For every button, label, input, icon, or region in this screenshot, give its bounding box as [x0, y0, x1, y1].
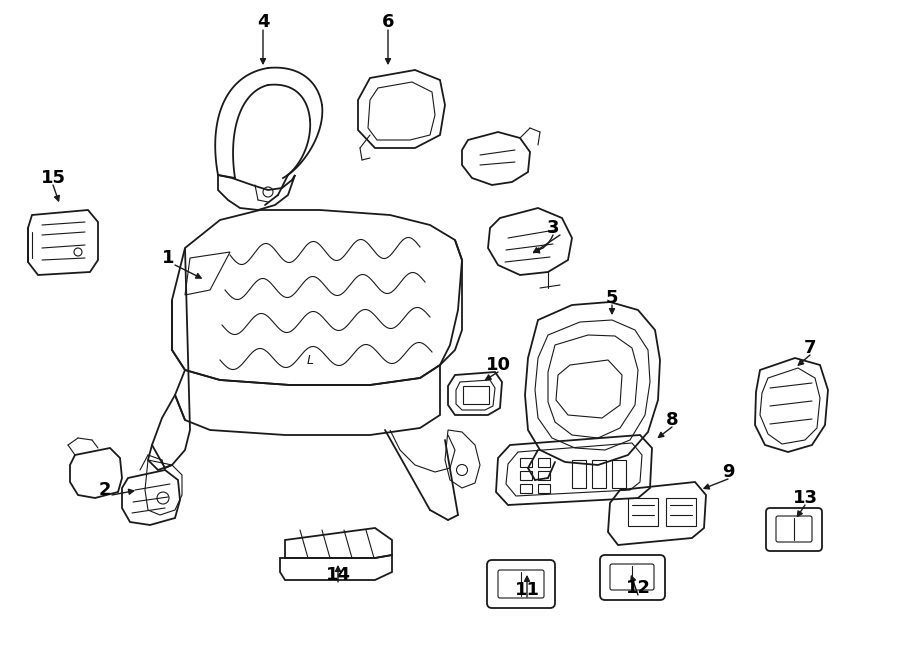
- Text: 14: 14: [326, 566, 350, 584]
- Bar: [538, 471, 550, 480]
- Text: 9: 9: [722, 463, 734, 481]
- Bar: [520, 458, 532, 467]
- Text: 7: 7: [804, 339, 816, 357]
- Bar: [572, 460, 586, 488]
- Text: 15: 15: [40, 169, 66, 187]
- Text: 5: 5: [606, 289, 618, 307]
- Bar: [520, 484, 532, 493]
- Text: 6: 6: [382, 13, 394, 31]
- Bar: [592, 460, 606, 488]
- Text: L: L: [307, 354, 313, 366]
- Text: 8: 8: [666, 411, 679, 429]
- Bar: [666, 498, 696, 526]
- Bar: [538, 484, 550, 493]
- Text: 4: 4: [256, 13, 269, 31]
- Bar: [628, 498, 658, 526]
- Text: 3: 3: [547, 219, 559, 237]
- Text: 11: 11: [515, 581, 539, 599]
- Text: 2: 2: [99, 481, 112, 499]
- Text: 10: 10: [485, 356, 510, 374]
- Bar: [463, 386, 489, 404]
- Bar: [538, 458, 550, 467]
- Text: 12: 12: [626, 579, 651, 597]
- Bar: [520, 471, 532, 480]
- Text: 13: 13: [793, 489, 817, 507]
- Text: 1: 1: [162, 249, 175, 267]
- Bar: [612, 460, 626, 488]
